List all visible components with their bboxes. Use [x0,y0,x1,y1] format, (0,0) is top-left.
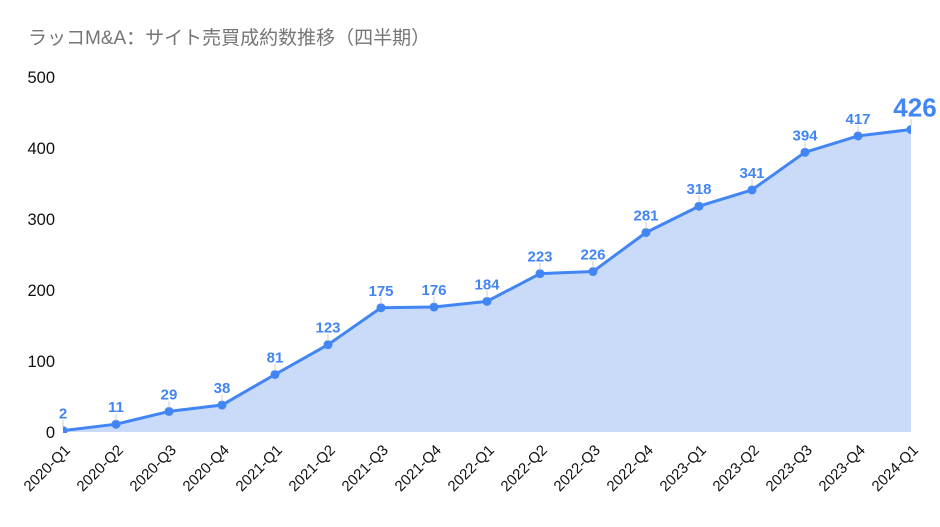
data-label: 394 [792,127,818,144]
data-label: 38 [214,380,231,397]
data-point [800,147,810,157]
data-point [588,267,598,277]
data-point [482,296,492,306]
data-label: 11 [108,399,124,416]
y-axis-label: 0 [46,424,55,442]
data-point [217,400,227,410]
data-point [641,227,651,237]
data-point [164,406,174,416]
y-axis-label: 500 [27,69,55,87]
x-axis-label: 2020-Q3 [127,442,180,495]
data-label: 29 [161,386,178,403]
data-point [535,269,545,279]
data-label: 176 [421,282,446,299]
data-point [429,302,439,312]
x-axis-label: 2023-Q4 [816,442,869,495]
data-point [270,369,280,379]
x-axis-label: 2022-Q1 [445,442,498,495]
y-axis-label: 300 [27,211,55,229]
x-axis-label: 2022-Q3 [551,442,604,495]
x-axis-label: 2021-Q1 [233,442,286,495]
x-axis-label: 2023-Q1 [657,442,710,495]
x-axis-label: 2023-Q3 [763,442,816,495]
data-label: 341 [739,165,764,182]
y-axis-label: 400 [27,140,55,158]
data-label: 184 [474,276,500,293]
data-label: 123 [315,320,340,337]
x-axis-label: 2021-Q3 [339,442,392,495]
data-label: 417 [845,111,870,128]
data-label: 2 [59,406,67,423]
data-point [694,201,704,211]
x-axis-label: 2021-Q4 [392,442,445,495]
x-axis-label: 2023-Q2 [710,442,763,495]
data-label: 318 [686,181,711,198]
x-axis-label: 2022-Q2 [498,442,551,495]
data-label: 81 [267,349,284,366]
chart-title: ラッコM&A：サイト売買成約数推移（四半期） [28,28,431,49]
data-point [63,426,68,433]
x-axis-label: 2021-Q2 [286,442,339,495]
data-label: 281 [633,207,658,224]
x-axis-label: 2024-Q1 [869,442,922,495]
data-point [747,185,757,195]
x-axis-label: 2020-Q4 [180,442,233,495]
y-axis-label: 100 [27,353,55,371]
data-point [111,419,121,429]
x-axis-label: 2022-Q4 [604,442,657,495]
data-point [323,340,333,350]
x-axis-label: 2020-Q1 [21,442,74,495]
x-axis-label: 2020-Q2 [74,442,127,495]
data-point [376,303,386,313]
y-axis-label: 200 [27,282,55,300]
data-point [853,131,863,141]
data-label-emphasized: 426 [893,93,936,123]
data-point [906,125,911,135]
area-fill [63,129,911,433]
data-label: 223 [527,249,552,266]
series-group [63,125,911,433]
data-label: 175 [368,283,393,300]
data-label: 226 [580,247,605,264]
